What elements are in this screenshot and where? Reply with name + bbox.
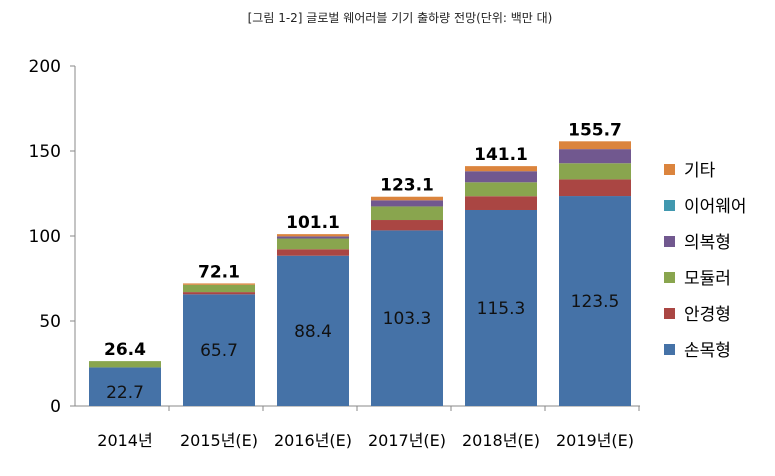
bar-segment-안경형 [371,220,443,231]
legend-swatch [664,344,675,355]
bar-segment-모듈러 [89,361,161,368]
y-tick-label: 150 [29,142,61,162]
total-value-label: 155.7 [568,120,622,140]
y-tick-label: 200 [29,57,61,77]
base-value-label: 103.3 [383,309,432,329]
legend-label: 이어웨어 [684,197,747,217]
total-value-label: 26.4 [104,340,146,360]
bar-segment-의복형 [277,236,349,239]
legend-label: 의복형 [684,233,731,253]
bar-segment-의복형 [465,171,537,183]
bar-segment-기타 [465,166,537,172]
x-tick-label: 2016년(E) [274,431,352,450]
total-value-label: 141.1 [474,145,528,165]
bar-segment-손목형 [559,196,631,406]
chart-title: [그림 1-2] 글로벌 웨어러블 기기 출하량 전망(단위: 백만 대) [248,11,553,25]
bar-segment-손목형 [277,255,349,406]
bar-segment-안경형 [277,249,349,256]
total-value-label: 72.1 [198,262,240,282]
bar-segment-손목형 [89,367,161,406]
x-tick-label: 2018년(E) [462,431,540,450]
bar-segment-안경형 [465,196,537,210]
bar-segment-모듈러 [559,163,631,180]
bar-segment-기타 [277,234,349,237]
legend-label: 기타 [684,161,716,181]
base-value-label: 115.3 [477,299,526,319]
legend-swatch [664,272,675,283]
bar-segment-기타 [559,141,631,150]
x-tick-label: 2017년(E) [368,431,446,450]
bar-segment-모듈러 [277,238,349,250]
bar-segment-모듈러 [465,182,537,197]
y-tick-label: 0 [50,397,61,417]
x-tick-label: 2019년(E) [556,431,634,450]
legend-label: 손목형 [684,341,731,361]
bar-segment-의복형 [559,149,631,164]
bar-segment-안경형 [559,179,631,197]
legend-swatch [664,308,675,319]
total-value-label: 101.1 [286,213,340,233]
bar-segment-모듈러 [183,284,255,293]
total-value-label: 123.1 [380,176,434,196]
x-tick-label: 2014년 [97,431,152,450]
legend-label: 모듈러 [684,269,731,289]
legend-label: 안경형 [684,305,731,325]
legend-swatch [664,200,675,211]
base-value-label: 123.5 [571,292,620,312]
legend-swatch [664,236,675,247]
bar-segment-안경형 [183,292,255,295]
base-value-label: 88.4 [294,322,332,342]
bar-segment-기타 [183,283,255,285]
bar-segment-기타 [371,196,443,201]
y-tick-label: 100 [29,227,61,247]
bar-segment-의복형 [371,200,443,207]
y-tick-label: 50 [39,312,61,332]
bar-segment-모듈러 [371,206,443,221]
bar-segment-손목형 [183,294,255,406]
bar-segment-손목형 [465,209,537,406]
bar-segment-손목형 [371,230,443,406]
legend-swatch [664,164,675,175]
x-tick-label: 2015년(E) [180,431,258,450]
base-value-label: 65.7 [200,341,238,361]
base-value-label: 22.7 [106,383,144,403]
